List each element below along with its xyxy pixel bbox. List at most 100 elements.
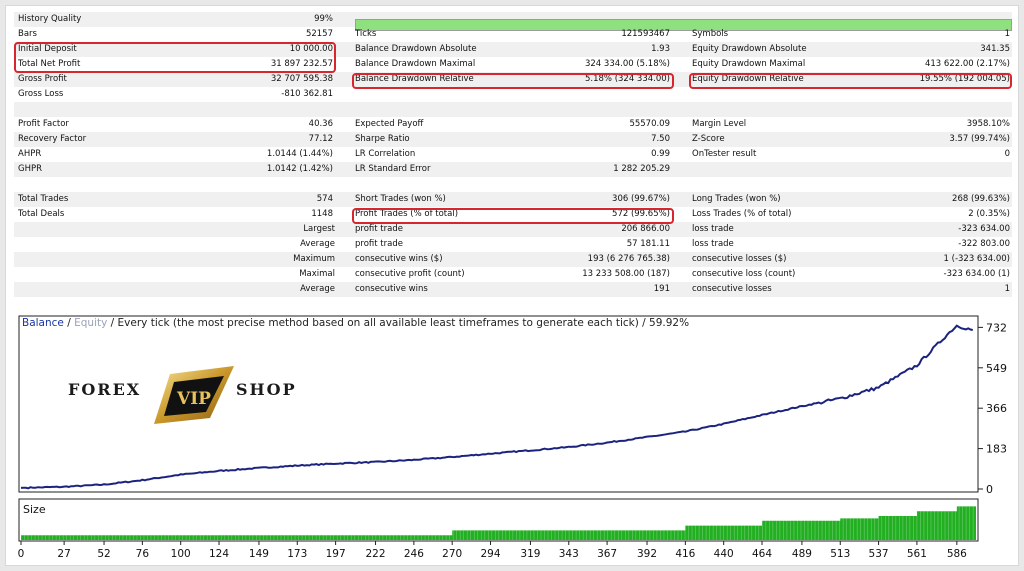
x-tick-label: 246	[404, 548, 424, 560]
metric-label: profit trade	[355, 239, 403, 249]
metric-value: 1.0144 (1.44%)	[266, 149, 333, 159]
x-tick-label: 319	[520, 548, 540, 560]
metric-label: Balance Drawdown Maximal	[355, 59, 476, 69]
metric-label: LR Standard Error	[355, 164, 431, 174]
size-series-area	[21, 506, 976, 540]
metric-value	[484, 102, 670, 117]
metric-value: 10 000.00	[289, 44, 333, 54]
x-tick-label: 561	[907, 548, 927, 560]
metric-value	[178, 177, 333, 192]
metric-label: Short Trades (won %)	[355, 194, 446, 204]
x-tick-label: 149	[249, 548, 269, 560]
metric-value: 1 (-323 634.00)	[943, 254, 1010, 264]
y-tick-label: 183	[986, 443, 1007, 456]
metric-value: 40.36	[308, 119, 333, 129]
x-tick-label: 197	[326, 548, 346, 560]
report-row: Maximal consecutive profit (count) 13 233 …	[14, 267, 1012, 282]
report-row: Initial Deposit 10 000.00 Balance Drawdown…	[14, 42, 1012, 57]
metric-label: Total Trades	[18, 194, 69, 204]
metric-label: consecutive wins ($)	[355, 254, 443, 264]
metric-label: Maximum	[293, 254, 335, 264]
metric-label: Margin Level	[692, 119, 747, 129]
metric-label: Sharpe Ratio	[355, 134, 410, 144]
history-quality-value: 99%	[314, 14, 333, 24]
metric-label: Total Deals	[18, 209, 65, 219]
x-tick-label: 0	[18, 548, 25, 560]
metric-value: 57 181.11	[626, 239, 670, 249]
chart-title-equity: Equity	[74, 317, 108, 329]
metric-label: Gross Profit	[18, 74, 67, 84]
metric-label: Z-Score	[692, 134, 725, 144]
metric-value: 31 897 232.57	[270, 59, 333, 69]
metric-label: Balance Drawdown Absolute	[355, 44, 477, 54]
metric-value: 1	[1004, 284, 1010, 294]
metric-value: 268 (99.63%)	[952, 194, 1010, 204]
metric-value: 3958.10%	[966, 119, 1010, 129]
metric-value: 206 866.00	[621, 224, 670, 234]
chart-title-rest: / Every tick (the most precise method ba…	[107, 317, 690, 329]
y-tick-label: 549	[986, 362, 1007, 375]
metric-value: -322 803.00	[958, 239, 1010, 249]
report-row: GHPR 1.0142 (1.42%) LR Standard Error 1 282…	[14, 162, 1012, 177]
balance-chart: 0 183 366 549 732 0 27 52 76 100 124 149 173 197 222 24…	[16, 314, 1022, 566]
history-quality-label: History Quality	[18, 14, 82, 24]
report-row	[14, 177, 1012, 192]
highlight-balance-drawdown-maximal	[352, 73, 674, 89]
metric-value: 1.0142 (1.42%)	[266, 164, 333, 174]
metric-label: Total Net Profit	[18, 59, 81, 69]
report-row: AHPR 1.0144 (1.44%) LR Correlation 0.99 OnTe…	[14, 147, 1012, 162]
metric-value: 572 (99.65%)	[612, 209, 670, 219]
x-tick-label: 100	[171, 548, 191, 560]
metric-label: Equity Drawdown Relative	[692, 74, 804, 84]
metric-value	[814, 177, 1010, 192]
x-tick-label: 52	[97, 548, 110, 560]
x-tick-label: 489	[792, 548, 812, 560]
metric-label: Profit Trades (% of total)	[355, 209, 459, 219]
metric-label: profit trade	[355, 224, 403, 234]
metric-value: -323 634.00 (1)	[943, 269, 1010, 279]
report-row: Total Deals 1148 Profit Trades (% of total…	[14, 207, 1012, 222]
metric-label: Bars	[18, 29, 37, 39]
metric-label: Loss Trades (% of total)	[692, 209, 792, 219]
metric-label: Recovery Factor	[18, 134, 87, 144]
metric-label: Largest	[303, 224, 335, 234]
metric-value: 341.35	[980, 44, 1010, 54]
strategy-report: History Quality 99% Bars 52157 Ticks 12159346…	[14, 12, 1012, 305]
chart-title: Balance / Equity / Every tick (the most …	[22, 317, 689, 329]
metric-label: consecutive wins	[355, 284, 428, 294]
x-tick-label: 124	[209, 548, 229, 560]
metric-label: LR Correlation	[355, 149, 416, 159]
metric-label: Expected Payoff	[355, 119, 424, 129]
x-tick-label: 27	[57, 548, 70, 560]
metric-label: Average	[300, 284, 335, 294]
history-quality-bar	[355, 19, 1012, 31]
report-row: Average consecutive wins 191 consecutive lo…	[14, 282, 1012, 297]
metric-label: consecutive losses ($)	[692, 254, 787, 264]
logo-word-forex: FOREX	[68, 380, 142, 399]
report-row: Total Trades 574 Short Trades (won %) 306 (…	[14, 192, 1012, 207]
metric-value: 1.93	[651, 44, 670, 54]
x-tick-label: 76	[136, 548, 150, 560]
metric-value: -323 634.00	[958, 224, 1010, 234]
report-window: History Quality 99% Bars 52157 Ticks 12159346…	[5, 5, 1019, 566]
metric-value: 77.12	[308, 134, 333, 144]
metric-value: 0	[1004, 149, 1010, 159]
report-row: Recovery Factor 77.12 Sharpe Ratio 7.50 Z-Sc…	[14, 132, 1012, 147]
highlight-initial-deposit-net-profit	[14, 42, 336, 73]
metric-value: 3.57 (99.74%)	[949, 134, 1010, 144]
metric-value: -810 362.81	[281, 89, 333, 99]
x-tick-label: 367	[597, 548, 617, 560]
logo-word-shop: SHOP	[236, 380, 297, 399]
metric-value: 121593467	[621, 29, 670, 39]
x-tick-label: 464	[752, 548, 772, 560]
x-tick-label: 513	[830, 548, 850, 560]
highlight-equity-drawdown-maximal	[689, 73, 1012, 89]
metric-label: Initial Deposit	[18, 44, 77, 54]
metric-label: GHPR	[18, 164, 43, 174]
x-tick-label: 343	[559, 548, 579, 560]
metric-value: 324 334.00 (5.18%)	[584, 59, 670, 69]
chart-title-balance: Balance	[22, 317, 64, 329]
metric-value: 1148	[311, 209, 333, 219]
x-tick-label: 586	[947, 548, 967, 560]
y-tick-label: 366	[986, 402, 1007, 415]
